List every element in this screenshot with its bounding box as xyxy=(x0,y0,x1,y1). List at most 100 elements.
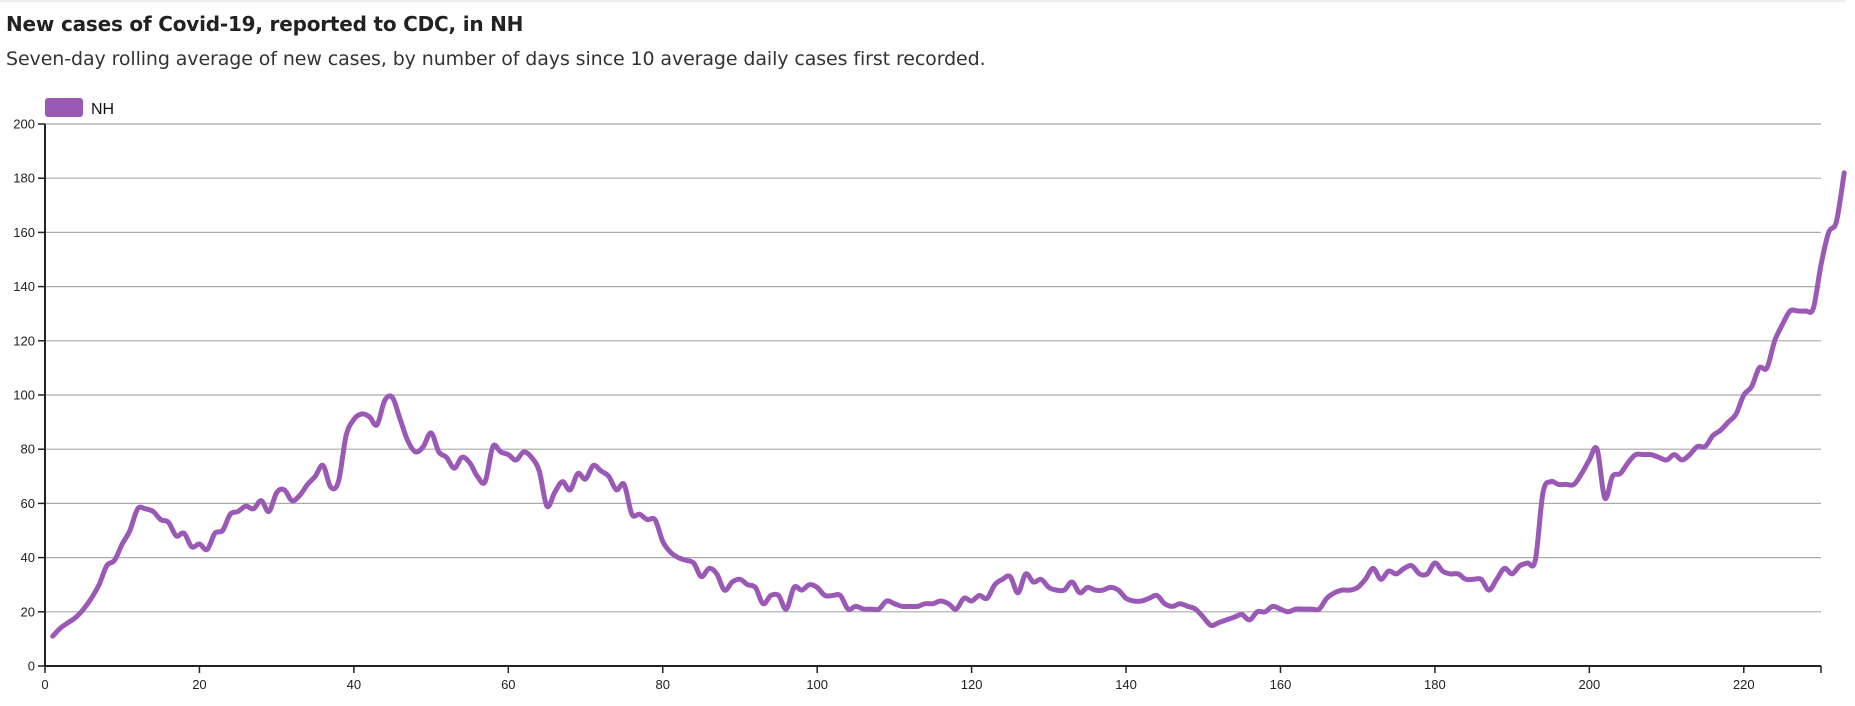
data-point xyxy=(505,452,511,458)
data-point xyxy=(1826,229,1832,235)
data-point xyxy=(1687,452,1693,458)
data-point xyxy=(1818,262,1824,268)
data-point xyxy=(451,465,457,471)
y-tick-label: 140 xyxy=(13,279,35,294)
data-point xyxy=(173,533,179,539)
legend-swatch-nh[interactable] xyxy=(45,98,83,117)
x-tick-label: 60 xyxy=(501,677,515,692)
data-point xyxy=(1517,563,1523,569)
data-point xyxy=(1718,427,1724,433)
data-point xyxy=(1084,584,1090,590)
data-point xyxy=(1756,365,1762,371)
data-point xyxy=(96,582,102,588)
x-tick-label: 0 xyxy=(41,677,48,692)
data-point xyxy=(922,601,928,607)
data-point xyxy=(845,606,851,612)
series-line-nh[interactable] xyxy=(50,170,1847,639)
data-point xyxy=(1671,452,1677,458)
data-point xyxy=(266,509,272,515)
data-point xyxy=(1695,444,1701,450)
legend-label-nh: NH xyxy=(91,101,114,118)
data-point xyxy=(722,587,728,593)
data-point xyxy=(1440,568,1446,574)
data-point xyxy=(830,593,836,599)
x-tick-label: 20 xyxy=(192,677,206,692)
x-tick-label: 40 xyxy=(347,677,361,692)
data-point xyxy=(405,438,411,444)
data-point xyxy=(166,519,172,525)
x-tick-label: 80 xyxy=(656,677,670,692)
data-point xyxy=(1563,481,1569,487)
y-tick-label: 180 xyxy=(13,171,35,186)
data-point xyxy=(1772,338,1778,344)
data-point xyxy=(915,603,921,609)
data-point xyxy=(1023,571,1029,577)
chart-subtitle: Seven-day rolling average of new cases, … xyxy=(6,48,986,70)
data-point xyxy=(142,506,148,512)
data-point xyxy=(976,593,982,599)
data-point xyxy=(1478,576,1484,582)
data-point xyxy=(1177,601,1183,607)
data-point xyxy=(1254,609,1260,615)
data-point xyxy=(1540,490,1546,496)
data-point xyxy=(1247,617,1253,623)
data-point xyxy=(691,560,697,566)
data-point xyxy=(1123,595,1129,601)
data-point xyxy=(621,481,627,487)
x-tick-label: 140 xyxy=(1115,677,1137,692)
data-point xyxy=(714,571,720,577)
data-point xyxy=(474,473,480,479)
data-point xyxy=(521,449,527,455)
data-point xyxy=(683,557,689,563)
data-point xyxy=(884,598,890,604)
data-point xyxy=(65,620,71,626)
data-point xyxy=(1393,571,1399,577)
data-point xyxy=(1154,593,1160,599)
x-tick-label: 160 xyxy=(1270,677,1292,692)
data-point xyxy=(544,503,550,509)
data-point xyxy=(668,549,674,555)
data-point xyxy=(212,530,218,536)
data-point xyxy=(652,517,658,523)
y-tick-label: 120 xyxy=(13,333,35,348)
data-point xyxy=(768,593,774,599)
data-point xyxy=(436,449,442,455)
data-point xyxy=(57,625,63,631)
data-point xyxy=(837,593,843,599)
data-point xyxy=(413,449,419,455)
data-point xyxy=(1455,571,1461,577)
data-point xyxy=(1131,598,1137,604)
data-point xyxy=(737,576,743,582)
data-point xyxy=(536,468,542,474)
data-point xyxy=(320,463,326,469)
data-point xyxy=(1594,446,1600,452)
data-point xyxy=(729,579,735,585)
y-tick-label: 80 xyxy=(21,442,35,457)
y-tick-label: 160 xyxy=(13,225,35,240)
data-point xyxy=(351,416,357,422)
data-point xyxy=(629,511,635,517)
data-point xyxy=(1494,576,1500,582)
x-tick-label: 180 xyxy=(1424,677,1446,692)
data-point xyxy=(204,547,210,553)
data-point xyxy=(420,444,426,450)
data-point xyxy=(559,479,565,485)
data-point xyxy=(637,511,643,517)
data-point xyxy=(119,541,125,547)
data-point xyxy=(1370,565,1376,571)
data-point xyxy=(50,633,56,639)
data-point xyxy=(127,528,133,534)
data-point xyxy=(598,468,604,474)
data-point xyxy=(1749,384,1755,390)
data-point xyxy=(822,593,828,599)
data-point xyxy=(1509,571,1515,577)
data-point xyxy=(1324,595,1330,601)
data-point xyxy=(575,471,581,477)
data-point xyxy=(961,595,967,601)
data-point xyxy=(613,487,619,493)
data-point xyxy=(1795,308,1801,314)
data-point xyxy=(807,582,813,588)
data-point xyxy=(158,517,164,523)
data-point xyxy=(969,598,975,604)
